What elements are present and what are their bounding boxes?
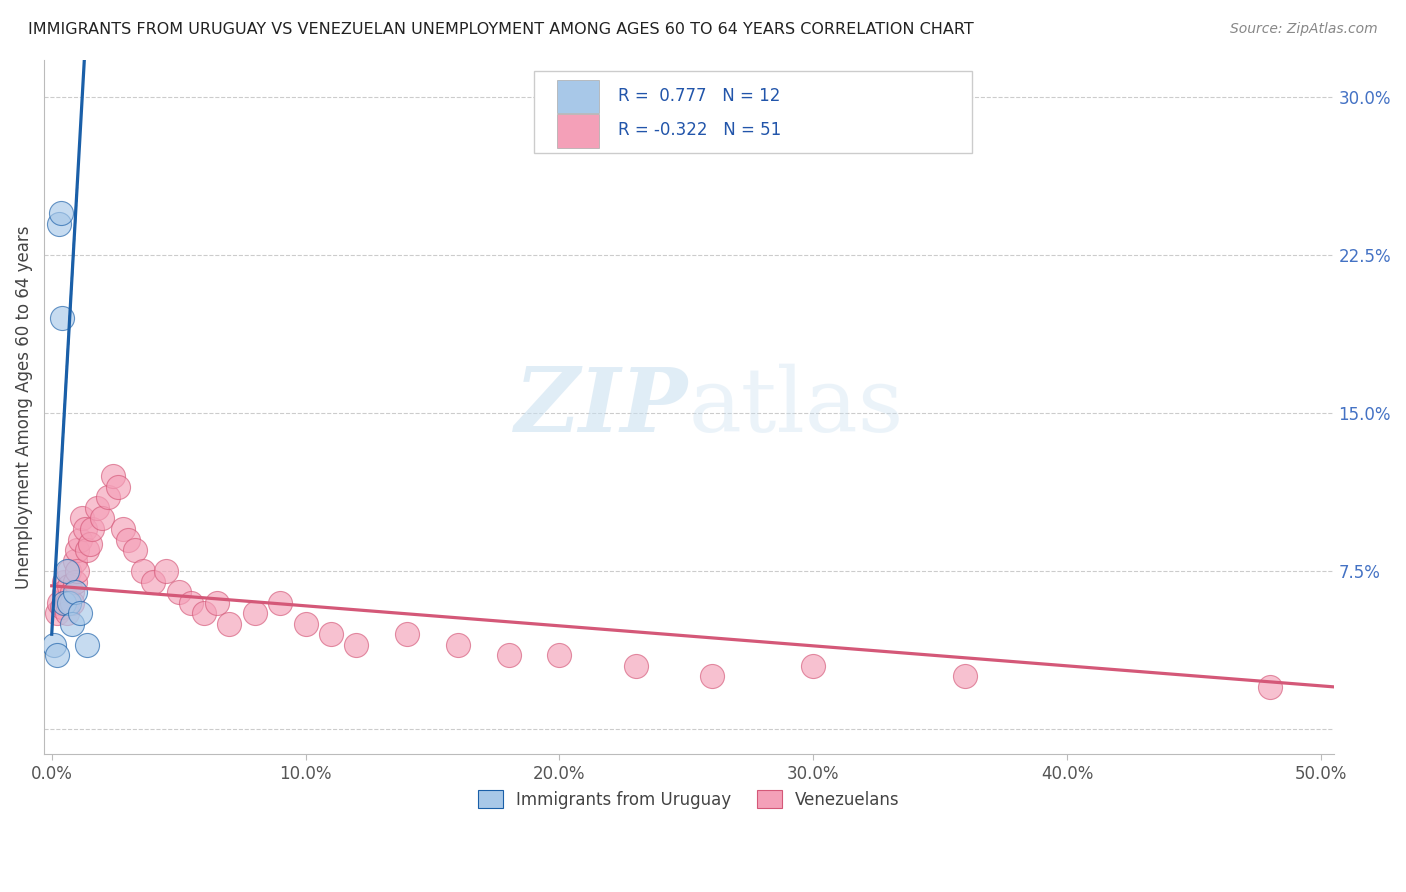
Point	[53, 585, 76, 599]
Point	[142, 574, 165, 589]
Point	[66, 564, 89, 578]
Text: IMMIGRANTS FROM URUGUAY VS VENEZUELAN UNEMPLOYMENT AMONG AGES 60 TO 64 YEARS COR: IMMIGRANTS FROM URUGUAY VS VENEZUELAN UN…	[28, 22, 974, 37]
Point	[76, 638, 98, 652]
Point	[117, 533, 139, 547]
Point	[82, 522, 104, 536]
Point	[624, 658, 647, 673]
Point	[58, 579, 80, 593]
Point	[56, 564, 79, 578]
Point	[86, 500, 108, 515]
Point	[69, 606, 91, 620]
Point	[60, 596, 83, 610]
Legend: Immigrants from Uruguay, Venezuelans: Immigrants from Uruguay, Venezuelans	[471, 783, 907, 815]
Point	[70, 511, 93, 525]
Point	[1258, 680, 1281, 694]
FancyBboxPatch shape	[534, 71, 973, 153]
Point	[56, 606, 79, 620]
Point	[344, 638, 367, 652]
Point	[45, 606, 67, 620]
Text: R =  0.777   N = 12: R = 0.777 N = 12	[617, 87, 780, 104]
Point	[44, 638, 66, 652]
Point	[548, 648, 571, 663]
Point	[111, 522, 134, 536]
Point	[69, 533, 91, 547]
Point	[48, 596, 70, 610]
Point	[60, 616, 83, 631]
Point	[955, 669, 977, 683]
Point	[498, 648, 520, 663]
Point	[51, 599, 73, 614]
Point	[63, 585, 86, 599]
Point	[107, 480, 129, 494]
Point	[205, 596, 228, 610]
Point	[45, 648, 67, 663]
Point	[396, 627, 419, 641]
Text: Source: ZipAtlas.com: Source: ZipAtlas.com	[1230, 22, 1378, 37]
Point	[49, 206, 72, 220]
Point	[294, 616, 316, 631]
Y-axis label: Unemployment Among Ages 60 to 64 years: Unemployment Among Ages 60 to 64 years	[15, 225, 32, 589]
Point	[319, 627, 342, 641]
Point	[48, 217, 70, 231]
Point	[447, 638, 470, 652]
Point	[66, 543, 89, 558]
Point	[76, 543, 98, 558]
Point	[58, 596, 80, 610]
Point	[801, 658, 824, 673]
Point	[155, 564, 177, 578]
Point	[63, 553, 86, 567]
Text: ZIP: ZIP	[516, 364, 689, 450]
Point	[218, 616, 240, 631]
Point	[193, 606, 215, 620]
Point	[53, 596, 76, 610]
Point	[243, 606, 266, 620]
FancyBboxPatch shape	[557, 114, 599, 148]
Text: R = -0.322   N = 51: R = -0.322 N = 51	[617, 121, 782, 139]
Point	[124, 543, 146, 558]
Point	[269, 596, 291, 610]
Point	[56, 596, 79, 610]
Point	[73, 522, 96, 536]
Point	[97, 491, 120, 505]
Point	[101, 469, 124, 483]
Point	[91, 511, 114, 525]
Point	[180, 596, 202, 610]
Point	[167, 585, 190, 599]
Point	[79, 537, 101, 551]
Text: atlas: atlas	[689, 363, 904, 450]
Point	[60, 585, 83, 599]
Point	[58, 564, 80, 578]
Point	[63, 574, 86, 589]
Point	[132, 564, 155, 578]
FancyBboxPatch shape	[557, 79, 599, 113]
Point	[51, 311, 73, 326]
Point	[700, 669, 723, 683]
Point	[53, 574, 76, 589]
